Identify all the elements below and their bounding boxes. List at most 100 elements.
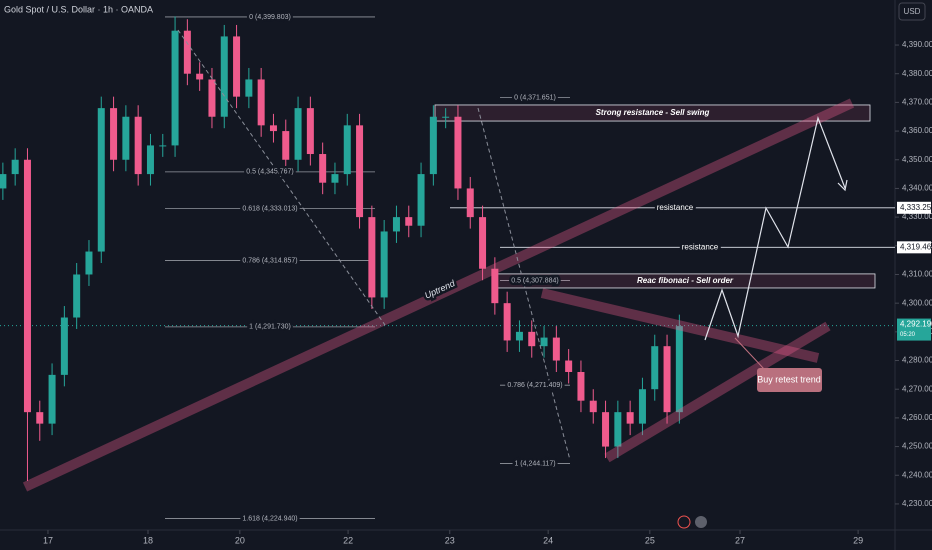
candle-body [85,251,93,275]
last-price-label: 4,292.190 [900,320,932,329]
candle-body [454,116,462,189]
candle-body [134,116,142,175]
y-tick-label: 4,230.000 [902,499,932,508]
candle-body [220,36,228,117]
candle-body [651,346,659,390]
candle-body [663,346,671,413]
fib-label: 1 (4,291.730) [249,324,291,331]
y-tick-label: 4,280.000 [902,356,932,365]
callout-box [757,368,822,392]
candle-body [540,337,548,347]
candle-body [36,412,44,424]
x-tick-label: 17 [43,535,53,545]
zone-label: Reac fibonaci - Sell order [637,276,734,285]
fib-label: 0 (4,371.651) [514,95,556,102]
candle-body [491,268,499,304]
y-tick-label: 4,310.000 [902,270,932,279]
y-tick-label: 4,260.000 [902,413,932,422]
candle-body [515,331,523,341]
candle-body [245,79,253,97]
candle-body [257,79,265,126]
candle-body [380,231,388,298]
candle-body [97,108,105,252]
drawings [22,29,855,529]
resistance-label: resistance [682,242,719,251]
projection-arrow [837,179,848,192]
candle-body [552,337,560,361]
candle-body [343,125,351,175]
x-tick-label: 23 [445,535,455,545]
currency-label[interactable]: USD [904,7,921,16]
countdown-label: 05:20 [900,332,916,338]
candle-body [331,174,339,183]
candle-body [614,412,622,447]
descending-band [540,288,820,363]
event-icon [695,516,707,528]
y-tick-label: 4,380.000 [902,69,932,78]
fib-connector [477,107,571,461]
chart-title: Gold Spot / U.S. Dollar · 1h · OANDA [4,4,153,14]
candle-body [208,79,216,117]
y-tick-label: 4,250.000 [902,442,932,451]
candle-body [602,412,610,447]
candle-body [503,303,511,341]
candle-body [48,374,56,424]
candle-body [269,125,277,132]
candle-body [183,30,191,74]
x-tick-label: 24 [543,535,553,545]
candle-body [159,145,167,147]
candle-body [479,217,487,269]
candle-body [626,412,634,424]
candle-body [319,154,327,183]
fib-label: 0.786 (4,314.857) [242,257,297,264]
x-tick-label: 25 [645,535,655,545]
y-tick-label: 4,370.000 [902,98,932,107]
candle-body [306,108,314,155]
x-tick-label: 29 [853,535,863,545]
candle-body [110,108,118,160]
candle-body [565,360,573,373]
fib-label: 0.5 (4,307.884) [511,277,558,284]
event-icon [677,515,691,529]
fib-label: 1.618 (4,224.940) [242,515,297,522]
candle-body [442,116,450,118]
candle-body [60,317,68,375]
y-tick-label: 4,390.000 [902,40,932,49]
x-tick-label: 22 [343,535,353,545]
candle-body [73,274,81,318]
candle-body [0,174,7,189]
y-tick-label: 4,300.000 [902,298,932,307]
candle-body [356,125,364,218]
uptrend-band [22,98,855,492]
y-tick-label: 4,350.000 [902,155,932,164]
currency-button[interactable] [898,2,926,21]
x-tick-label: 20 [235,535,245,545]
candle-body [528,331,536,347]
candle-body [577,372,585,401]
price-tag [897,241,931,254]
x-tick-label: 18 [143,535,153,545]
projection-path [704,115,846,341]
candle-body [196,73,204,80]
candle-body [122,116,130,160]
candle-body [675,326,683,413]
candle-body [392,217,400,232]
candle-body [417,174,425,226]
zone-label: Strong resistance - Sell swing [596,108,710,117]
candle-body [23,159,31,413]
candle-body [368,217,376,298]
y-tick-label: 4,330.000 [902,212,932,221]
y-tick-label: 4,360.000 [902,126,932,135]
price-tag [897,201,931,214]
fib-label: 0 (4,399.803) [249,14,291,21]
last-price-tag [897,318,931,341]
zone [434,104,871,122]
y-tick-label: 4,240.000 [902,470,932,479]
candle-body [282,131,290,160]
fib-label: 0.786 (4,271.409) [507,382,562,389]
candle-body [171,30,179,146]
candle-body [405,217,413,226]
rising-support-band [604,321,831,463]
